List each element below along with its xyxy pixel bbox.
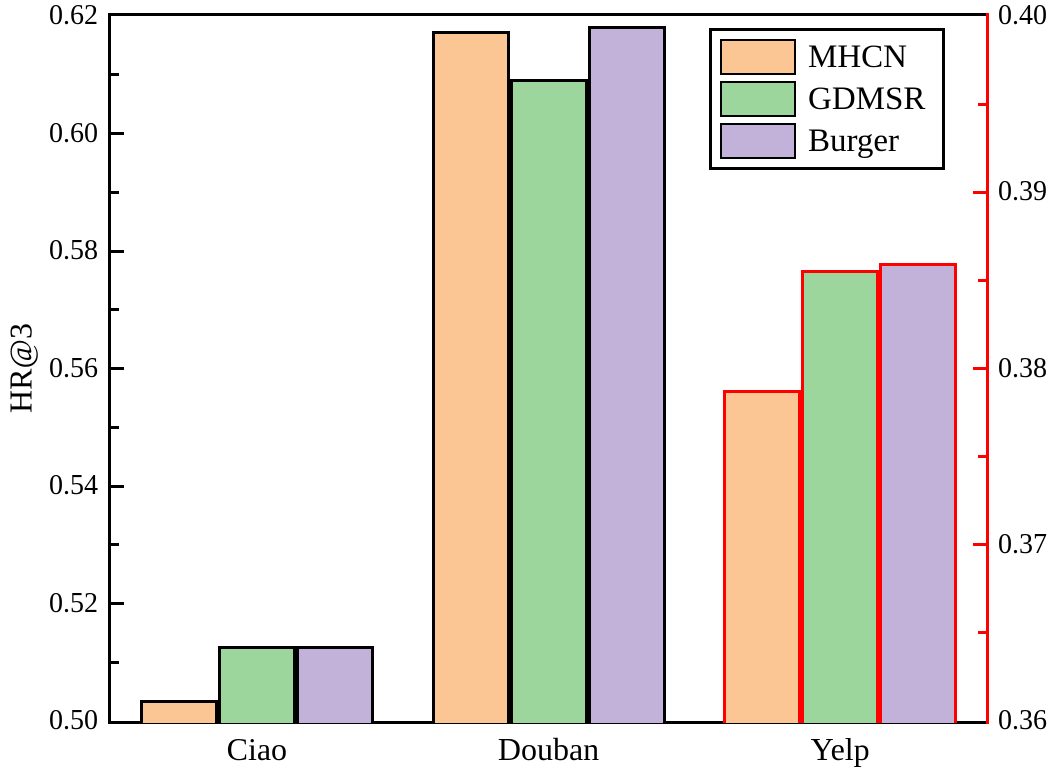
left-axis-major-tick bbox=[111, 249, 124, 253]
left-axis-major-tick bbox=[111, 602, 124, 605]
right-axis-major-tick bbox=[973, 367, 986, 370]
right-axis-minor-tick bbox=[978, 631, 986, 635]
right-axis-tick-label: 0.37 bbox=[998, 528, 1047, 560]
right-axis-tick-label: 0.39 bbox=[998, 176, 1047, 208]
bar-gdmsr-yelp bbox=[801, 269, 880, 723]
legend-item-gdmsr: GDMSR bbox=[720, 81, 934, 117]
x-category-label-yelp: Yelp bbox=[810, 731, 870, 767]
right-axis-tick-label: 0.36 bbox=[998, 705, 1047, 736]
legend-swatch-gdmsr bbox=[720, 81, 796, 117]
left-axis-tick-label: 0.60 bbox=[49, 117, 98, 149]
left-axis-major-tick bbox=[111, 367, 124, 370]
bar-gdmsr-ciao bbox=[217, 646, 296, 723]
left-axis-minor-tick bbox=[111, 660, 119, 664]
bar-burger-ciao bbox=[295, 646, 374, 723]
left-axis-minor-tick bbox=[111, 190, 119, 194]
legend-label: GDMSR bbox=[808, 81, 926, 117]
left-axis-tick-label: 0.50 bbox=[49, 705, 98, 736]
left-axis-tick-label: 0.52 bbox=[49, 587, 98, 619]
left-axis-major-tick bbox=[111, 132, 124, 135]
left-axis-minor-tick bbox=[111, 425, 119, 429]
legend-item-burger: Burger bbox=[720, 123, 934, 159]
left-axis-minor-tick bbox=[111, 73, 119, 77]
right-axis-major-tick bbox=[973, 543, 986, 547]
right-axis-spine bbox=[986, 13, 989, 724]
left-axis-major-tick bbox=[111, 484, 124, 488]
bar-burger-yelp bbox=[879, 262, 958, 723]
right-axis-major-tick bbox=[973, 190, 986, 194]
bar-mhcn-ciao bbox=[139, 700, 218, 723]
right-axis-tick-label: 0.40 bbox=[998, 0, 1047, 31]
bar-burger-douban bbox=[587, 25, 666, 723]
legend-label: MHCN bbox=[808, 39, 908, 75]
right-axis-minor-tick bbox=[978, 455, 986, 459]
x-category-label-douban: Douban bbox=[497, 731, 600, 767]
left-axis-tick-label: 0.56 bbox=[49, 352, 98, 384]
bar-mhcn-douban bbox=[431, 30, 510, 723]
legend-label: Burger bbox=[808, 123, 900, 159]
left-axis-tick-label: 0.62 bbox=[49, 0, 98, 31]
left-axis-minor-tick bbox=[111, 543, 119, 547]
legend-item-mhcn: MHCN bbox=[720, 39, 934, 75]
bar-gdmsr-douban bbox=[509, 78, 588, 723]
x-category-label-ciao: Ciao bbox=[226, 731, 288, 767]
bar-mhcn-yelp bbox=[723, 389, 802, 723]
right-axis-minor-tick bbox=[978, 278, 986, 282]
legend-swatch-mhcn bbox=[720, 39, 796, 75]
legend-swatch-burger bbox=[720, 123, 796, 159]
left-axis-minor-tick bbox=[111, 308, 119, 312]
left-axis-tick-label: 0.58 bbox=[49, 235, 98, 266]
right-axis-minor-tick bbox=[978, 102, 986, 106]
right-axis-tick-label: 0.38 bbox=[998, 352, 1047, 384]
left-axis-tick-label: 0.54 bbox=[49, 470, 98, 501]
legend-box: MHCN GDMSR Burger bbox=[709, 28, 945, 170]
